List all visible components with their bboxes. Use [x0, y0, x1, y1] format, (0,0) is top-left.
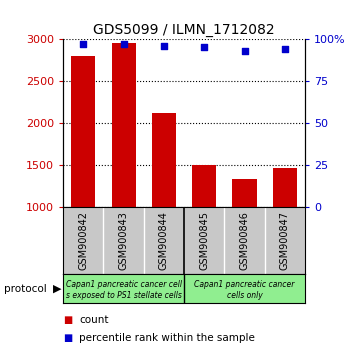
Bar: [232, 178, 257, 207]
Text: Capan1 pancreatic cancer cell: Capan1 pancreatic cancer cell: [66, 280, 182, 289]
Title: GDS5099 / ILMN_1712082: GDS5099 / ILMN_1712082: [93, 23, 275, 36]
Text: ■: ■: [63, 315, 73, 325]
Bar: [152, 113, 176, 207]
Bar: [273, 167, 297, 207]
Point: [242, 48, 248, 53]
Point: [282, 46, 288, 52]
Point: [201, 45, 207, 50]
Point: [81, 41, 86, 47]
Text: protocol: protocol: [4, 284, 46, 293]
Text: GSM900847: GSM900847: [280, 211, 290, 270]
Point: [121, 41, 126, 47]
Bar: [112, 43, 136, 207]
Text: GSM900842: GSM900842: [78, 211, 88, 270]
Text: s exposed to PS1 stellate cells: s exposed to PS1 stellate cells: [66, 291, 182, 300]
Text: count: count: [79, 315, 109, 325]
Text: percentile rank within the sample: percentile rank within the sample: [79, 333, 255, 343]
Text: GSM900846: GSM900846: [240, 211, 249, 270]
Text: ■: ■: [63, 333, 73, 343]
Bar: [71, 56, 95, 207]
Text: GSM900843: GSM900843: [119, 211, 129, 270]
Text: Capan1 pancreatic cancer: Capan1 pancreatic cancer: [194, 280, 295, 289]
Text: cells only: cells only: [227, 291, 262, 300]
Text: ▶: ▶: [53, 284, 62, 293]
Bar: [192, 165, 216, 207]
Point: [161, 43, 167, 48]
Text: GSM900844: GSM900844: [159, 211, 169, 270]
Text: GSM900845: GSM900845: [199, 211, 209, 270]
